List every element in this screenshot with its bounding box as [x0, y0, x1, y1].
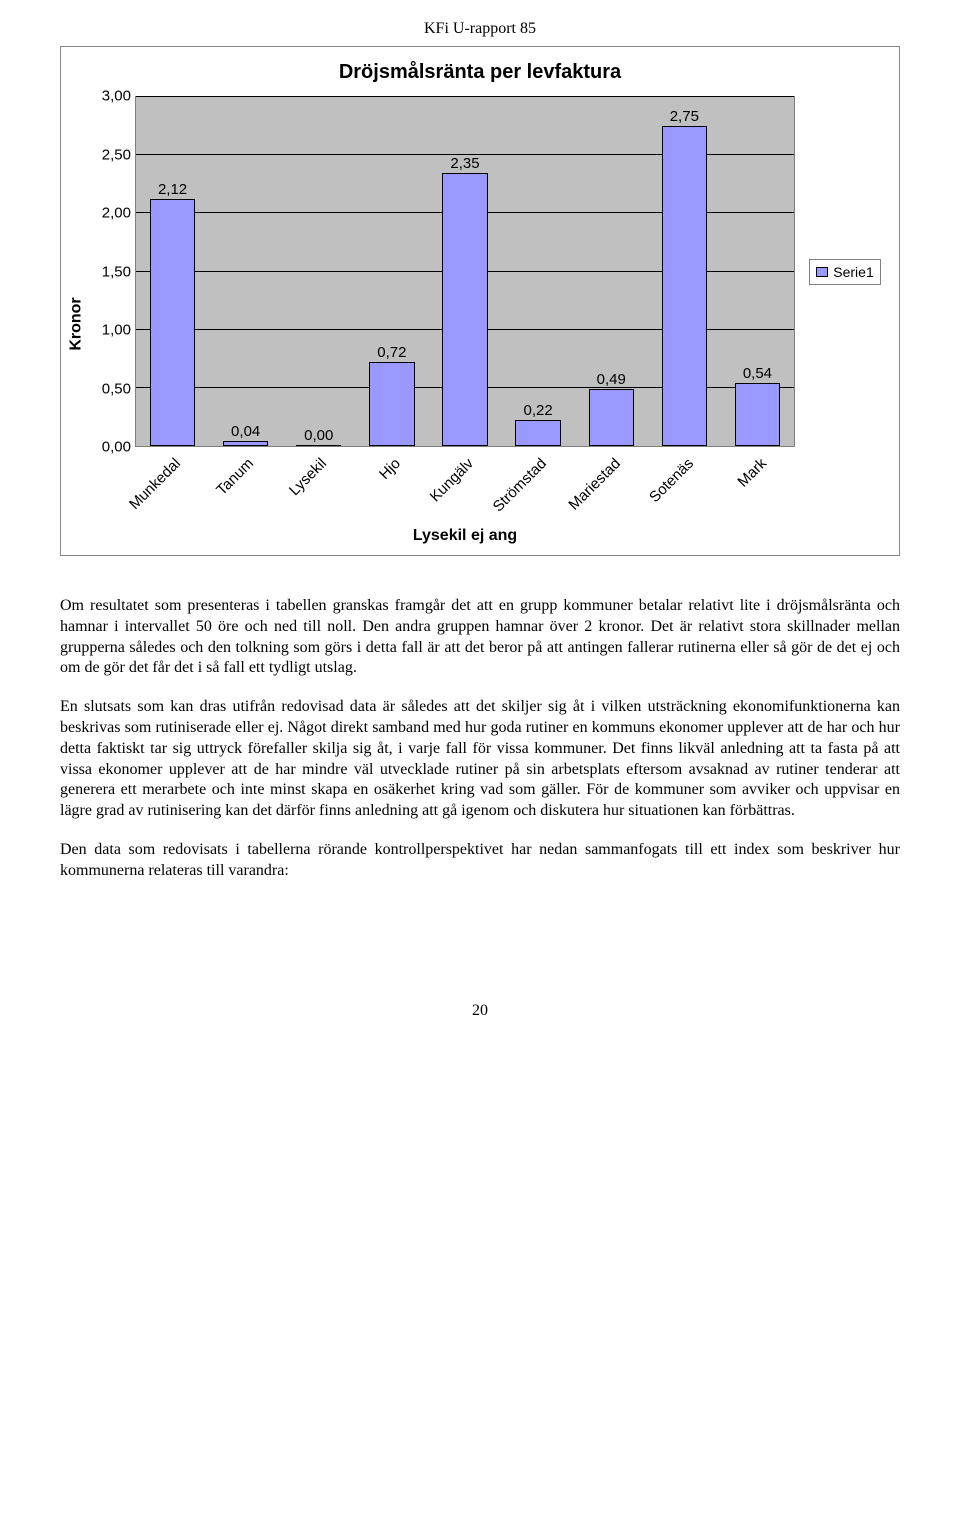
paragraph: Den data som redovisats i tabellerna rör… — [60, 840, 900, 882]
y-axis-label: Kronor — [68, 297, 86, 350]
bar: 0,54 — [735, 383, 780, 446]
bar-value-label: 0,72 — [377, 344, 406, 363]
chart-title: Dröjsmålsränta per levfaktura — [65, 51, 895, 96]
chart-container: Dröjsmålsränta per levfaktura Kronor 0,0… — [60, 46, 900, 556]
x-ticks: MunkedalTanumLysekilHjoKungälvStrömstadM… — [135, 447, 795, 527]
x-tick-label: Hjo — [355, 447, 428, 527]
bar: 0,72 — [369, 362, 414, 446]
page-number: 20 — [60, 1002, 900, 1020]
y-tick-label: 1,50 — [102, 263, 131, 280]
legend: Serie1 — [809, 259, 880, 285]
bar: 2,12 — [150, 199, 195, 446]
y-tick-label: 0,50 — [102, 380, 131, 397]
x-axis-label: Lysekil ej ang — [135, 527, 795, 551]
x-tick-label: Kungälv — [428, 447, 501, 527]
bar-slot: 0,72 — [355, 97, 428, 446]
bar-value-label: 0,04 — [231, 423, 260, 442]
bar: 0,04 — [223, 441, 268, 446]
bar-slot: 2,35 — [428, 97, 501, 446]
x-tick-label: Mark — [722, 447, 795, 527]
bar-slot: 2,75 — [648, 97, 721, 446]
bar-value-label: 0,00 — [304, 427, 333, 446]
x-tick-label: Munkedal — [135, 447, 208, 527]
paragraph: Om resultatet som presenteras i tabellen… — [60, 596, 900, 679]
x-tick-label: Mariestad — [575, 447, 648, 527]
bar-value-label: 2,75 — [670, 108, 699, 127]
y-tick-label: 3,00 — [102, 88, 131, 105]
bar-slot: 0,54 — [721, 97, 794, 446]
bar: 0,22 — [515, 420, 560, 446]
x-tick-label: Strömstad — [502, 447, 575, 527]
bar-value-label: 0,49 — [597, 371, 626, 390]
bar-slot: 0,22 — [502, 97, 575, 446]
bar-value-label: 0,54 — [743, 365, 772, 384]
legend-swatch — [816, 267, 828, 277]
y-tick-label: 2,00 — [102, 205, 131, 222]
y-ticks: 0,000,501,001,502,002,503,00 — [89, 96, 135, 447]
legend-label: Serie1 — [833, 264, 873, 280]
bar-slot: 2,12 — [136, 97, 209, 446]
bar-slot: 0,00 — [282, 97, 355, 446]
bar-slot: 0,04 — [209, 97, 282, 446]
bar-slot: 0,49 — [575, 97, 648, 446]
bar: 2,35 — [442, 173, 487, 446]
bar: 0,49 — [589, 389, 634, 446]
x-tick-label: Lysekil — [282, 447, 355, 527]
bar: 0,00 — [296, 445, 341, 446]
bar: 2,75 — [662, 126, 707, 446]
report-header: KFi U-rapport 85 — [60, 20, 900, 38]
bar-value-label: 2,35 — [450, 155, 479, 174]
x-tick-label: Tanum — [208, 447, 281, 527]
bar-value-label: 2,12 — [158, 181, 187, 200]
y-tick-label: 0,00 — [102, 439, 131, 456]
y-tick-label: 2,50 — [102, 146, 131, 163]
x-tick-label: Sotenäs — [648, 447, 721, 527]
bar-value-label: 0,22 — [523, 402, 552, 421]
plot-area: 2,12 0,04 0,00 0,72 2,35 0,22 0,49 2,75 0,54 — [135, 96, 795, 447]
y-tick-label: 1,00 — [102, 322, 131, 339]
paragraph: En slutsats som kan dras utifrån redovis… — [60, 697, 900, 822]
